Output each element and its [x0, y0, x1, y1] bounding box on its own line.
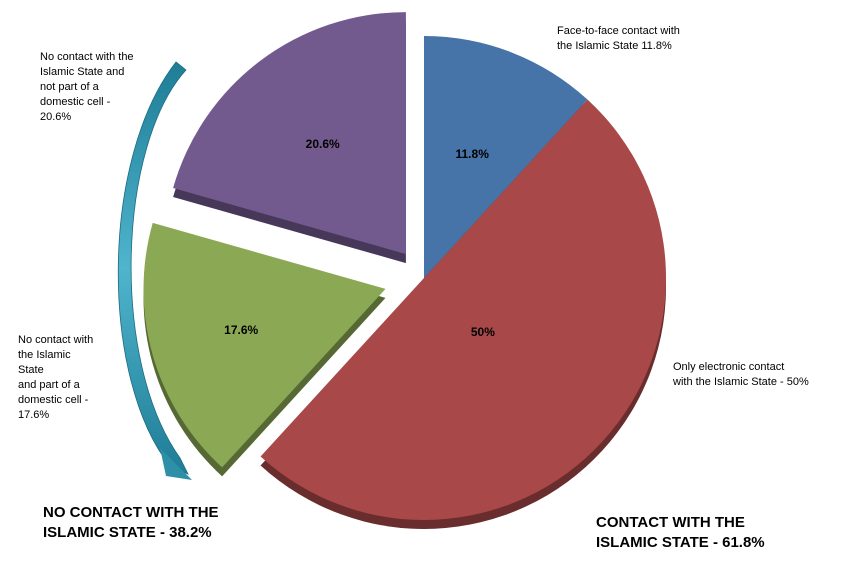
slice-domestic-cell [143, 222, 386, 468]
slice-face-to-face-data-label: 11.8% [456, 147, 490, 161]
slice-electronic-data-label: 50% [471, 325, 495, 339]
slice-face-to-face [424, 36, 588, 278]
slice-label-no-domestic-cell: No contact with the Islamic State and not … [40, 51, 134, 123]
slice-electronic [260, 99, 667, 521]
slice-domestic-cell-data-label: 17.6% [224, 323, 258, 337]
slice-no-domestic-cell [173, 12, 406, 255]
slice-label-electronic: Only electronic contact with the Islamic … [673, 361, 809, 388]
no-contact-arrow-head [160, 448, 192, 480]
slice-label-face-to-face: Face-to-face contact with the Islamic St… [557, 25, 680, 52]
slice-label-domestic-cell: No contact with the Islamic State and part … [18, 334, 94, 421]
group-label-contact: CONTACT WITH THE ISLAMIC STATE - 61.8% [596, 514, 765, 551]
group-label-no-contact: NO CONTACT WITH THE ISLAMIC STATE - 38.2% [43, 504, 219, 541]
slice-no-domestic-cell-data-label: 20.6% [306, 137, 340, 151]
